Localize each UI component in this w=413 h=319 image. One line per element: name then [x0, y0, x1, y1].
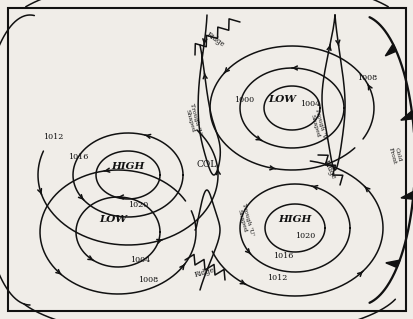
Polygon shape: [400, 111, 412, 120]
Text: Trough 'V'
Shaped: Trough 'V' Shaped: [308, 108, 327, 142]
Text: 1012: 1012: [43, 133, 63, 141]
Text: LOW: LOW: [267, 95, 295, 105]
Polygon shape: [400, 191, 413, 199]
Text: 1020: 1020: [128, 201, 148, 209]
Text: LOW: LOW: [99, 216, 127, 225]
Text: 1004: 1004: [130, 256, 150, 264]
Text: Trough 'U'
Shaped: Trough 'U' Shaped: [235, 203, 254, 238]
Text: HIGH: HIGH: [111, 162, 144, 172]
Text: 1008: 1008: [356, 74, 376, 82]
Text: Ridge: Ridge: [194, 265, 216, 278]
Text: 1020: 1020: [294, 232, 314, 240]
Text: 1004: 1004: [299, 100, 319, 108]
Text: 1008: 1008: [138, 276, 158, 284]
Text: 1016: 1016: [272, 252, 292, 260]
Polygon shape: [385, 260, 399, 268]
Text: 1016: 1016: [68, 153, 88, 161]
Text: Ridge: Ridge: [204, 31, 225, 49]
Text: HIGH: HIGH: [278, 216, 311, 225]
Text: 1000: 1000: [233, 96, 254, 104]
Text: 1012: 1012: [266, 274, 287, 282]
Text: COL: COL: [197, 160, 216, 169]
Polygon shape: [385, 44, 395, 56]
Text: Trough 'U'
Shaped: Trough 'U' Shaped: [183, 102, 202, 137]
Text: Ridge: Ridge: [321, 159, 337, 181]
Text: Cold
Front: Cold Front: [387, 145, 401, 165]
